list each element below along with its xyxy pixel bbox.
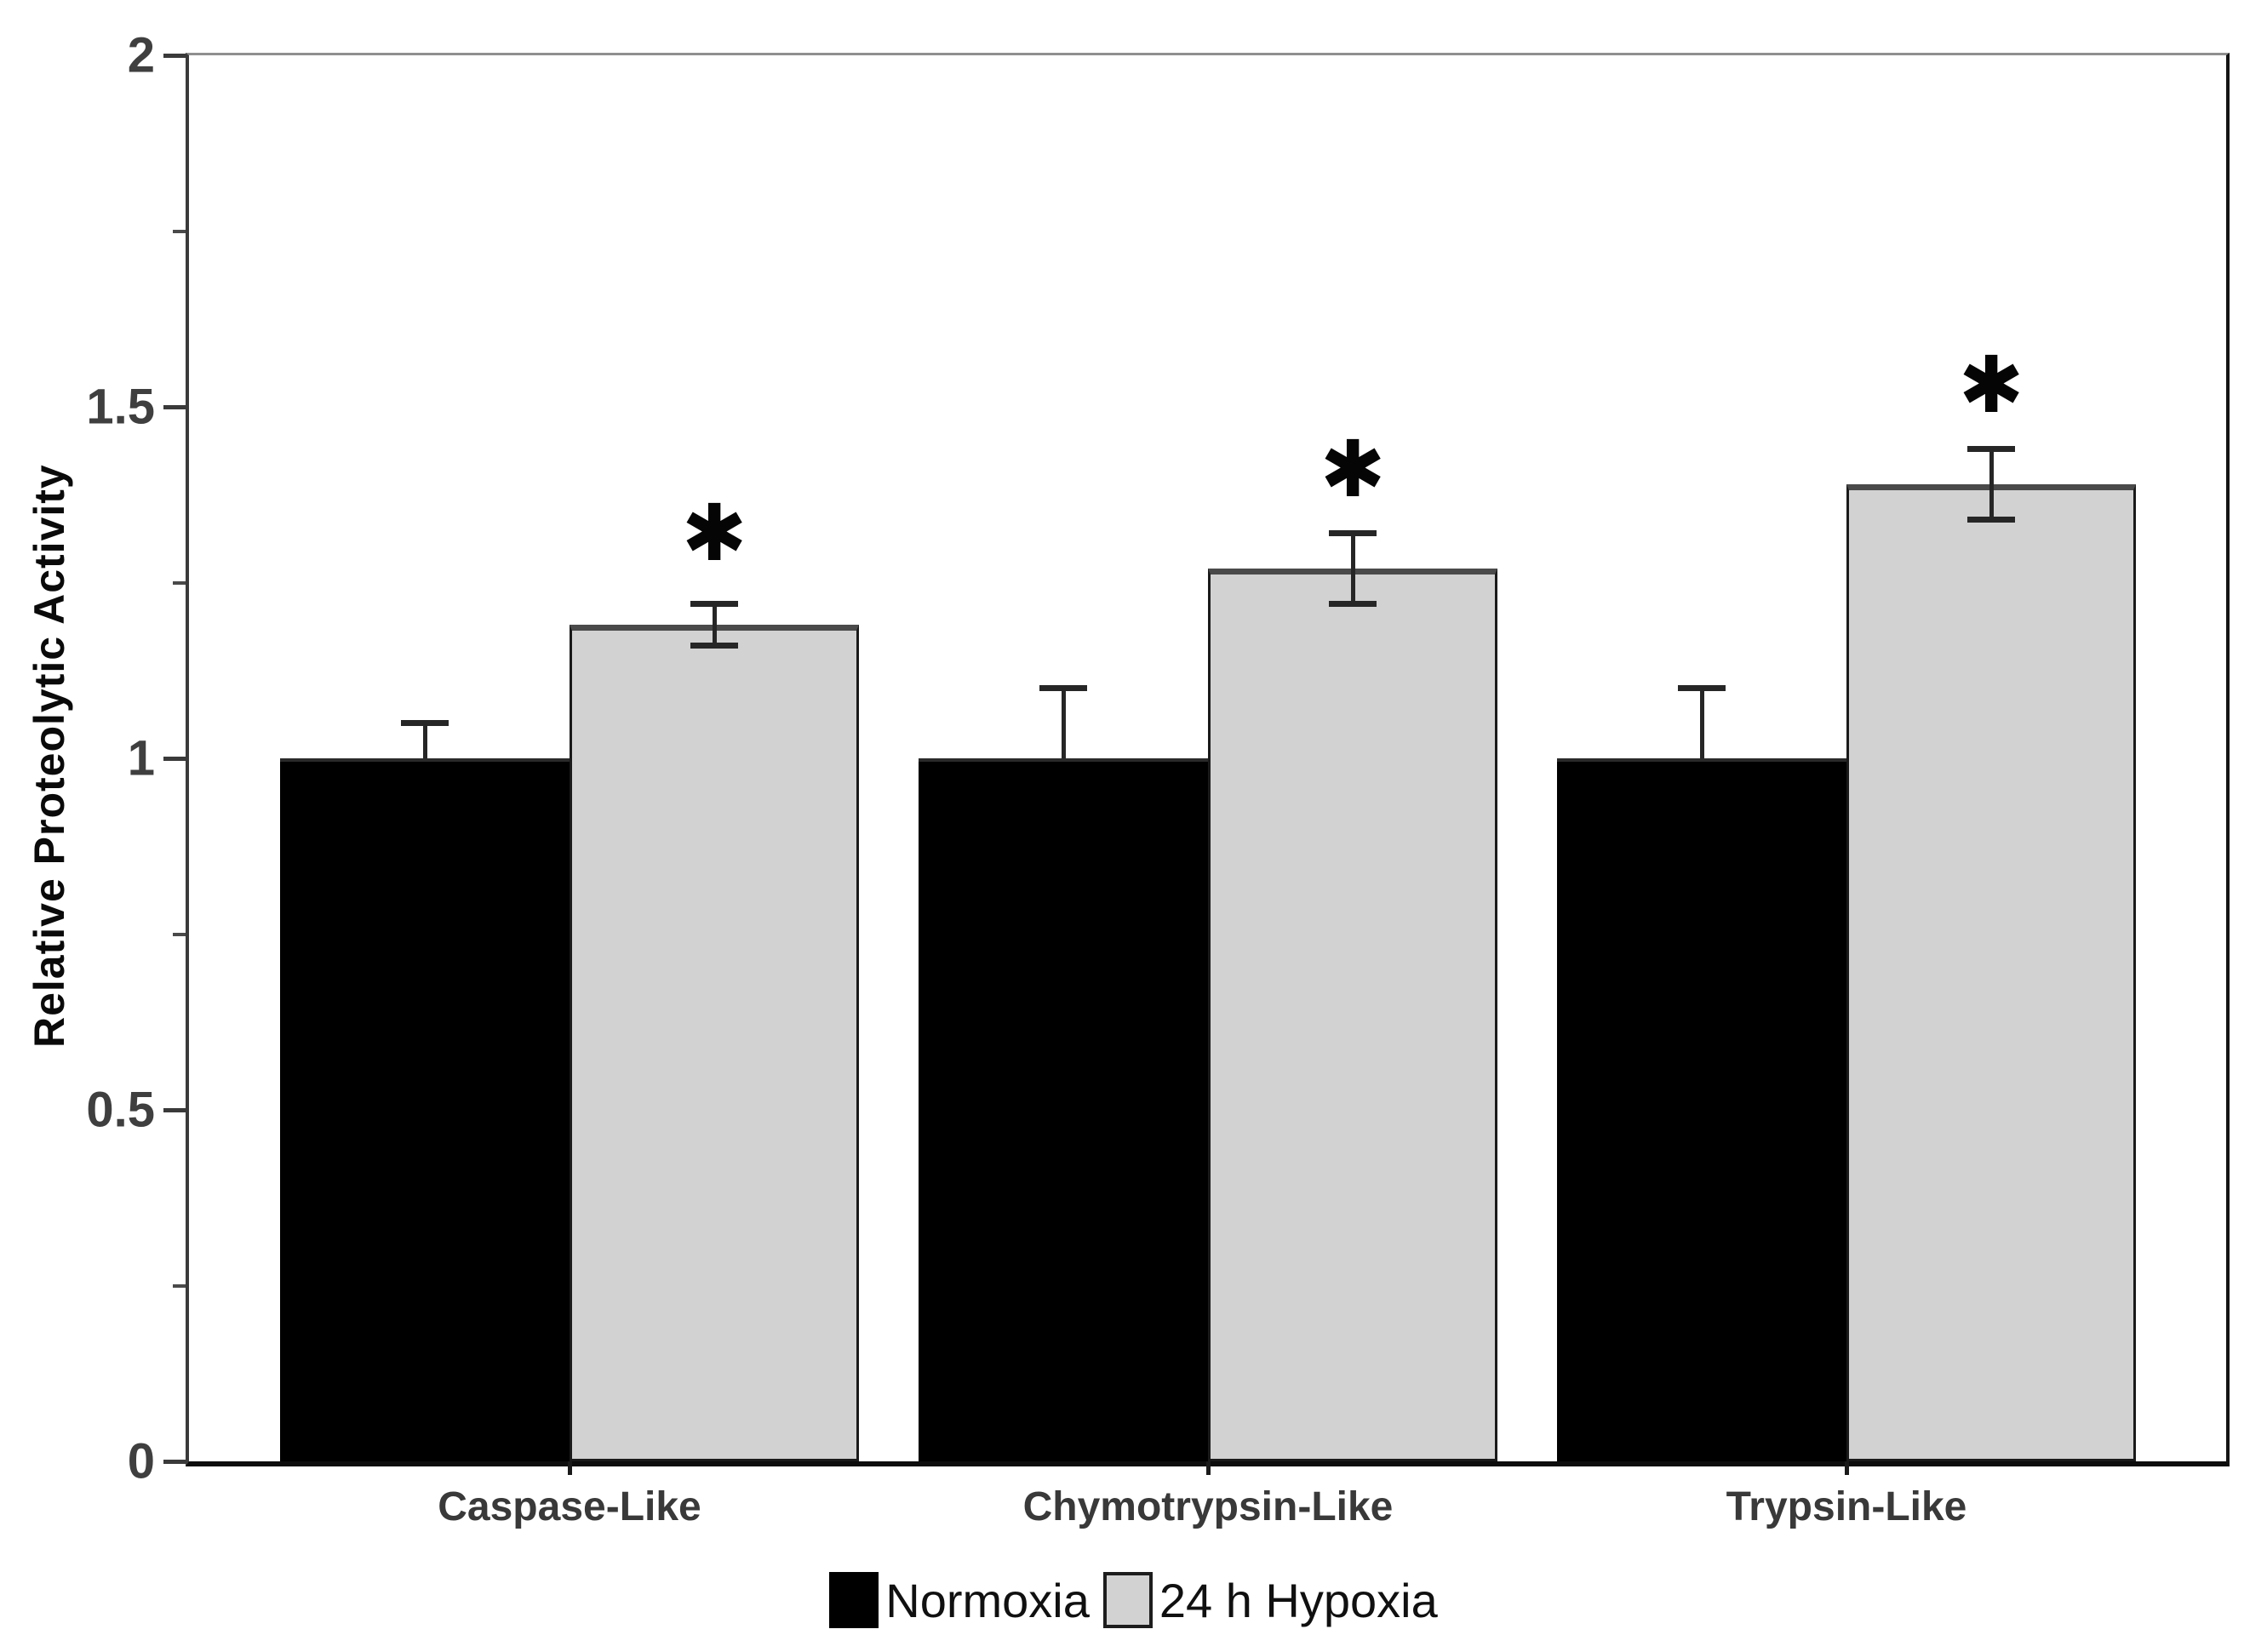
error-bar-normoxia-chymotrypsin-like <box>1061 688 1066 758</box>
bar-normoxia-caspase-like <box>280 758 570 1461</box>
error-bar-normoxia-caspase-like <box>422 723 427 758</box>
legend-label-24h-hypoxia: 24 h Hypoxia <box>1159 1573 1438 1627</box>
error-bar-normoxia-trypsin-like <box>1699 688 1704 758</box>
significance-asterisk-trypsin-like: ✱ <box>1958 342 2024 430</box>
x-axis-tick-caspase-like <box>567 1461 572 1475</box>
y-axis-major-tick <box>163 1107 186 1112</box>
error-bar-cap-bottom <box>690 643 738 649</box>
bar-24-h-hypoxia-chymotrypsin-like <box>1208 568 1497 1461</box>
y-axis-title: Relative Proteolytic Activity <box>26 464 73 1048</box>
y-axis-minor-tick <box>173 580 186 585</box>
significance-asterisk-chymotrypsin-like: ✱ <box>1320 426 1386 514</box>
error-bar-cap-top <box>1329 530 1377 537</box>
error-bar-cap-bottom <box>1329 600 1377 607</box>
bar-normoxia-trypsin-like <box>1557 758 1846 1461</box>
y-axis-minor-tick <box>173 932 186 936</box>
y-axis-tick-label: 0 <box>127 1433 155 1489</box>
y-axis-tick-label: 1.5 <box>86 379 155 435</box>
error-bar-24-h-hypoxia-trypsin-like <box>1989 449 1994 520</box>
y-axis-major-tick <box>163 53 186 58</box>
legend-item-normoxia: Normoxia <box>829 1572 1090 1628</box>
plot-area: 0 0.5 1 1.5 2 ✱ Caspase-Like ✱ Chymotrypsin-Like… <box>86 28 2230 1529</box>
category-label-trypsin-like: Trypsin-Like <box>1726 1484 1967 1529</box>
error-bar-cap-top <box>1039 684 1087 691</box>
x-axis-tick-chymotrypsin-like <box>1205 1461 1211 1475</box>
category-label-chymotrypsin-like: Chymotrypsin-Like <box>1022 1484 1394 1529</box>
y-axis-tick-label: 2 <box>127 27 155 83</box>
y-axis-minor-tick <box>173 229 186 233</box>
error-bar-24-h-hypoxia-chymotrypsin-like <box>1350 533 1355 604</box>
y-axis-tick-label: 1 <box>127 730 155 786</box>
legend-swatch-24h-hypoxia <box>1102 1572 1153 1628</box>
y-axis-minor-tick <box>173 1283 186 1288</box>
y-axis-major-tick <box>163 756 186 761</box>
error-bar-cap-top <box>1678 684 1726 691</box>
bar-24-h-hypoxia-trypsin-like <box>1846 483 2136 1461</box>
y-axis-major-tick <box>163 1459 186 1464</box>
error-bar-cap-top <box>401 720 449 727</box>
bar-24-h-hypoxia-caspase-like <box>570 625 859 1461</box>
significance-asterisk-caspase-like: ✱ <box>681 489 747 577</box>
y-axis-tick-label: 0.5 <box>86 1082 155 1138</box>
legend-label-normoxia: Normoxia <box>885 1573 1090 1627</box>
x-axis-tick-trypsin-like <box>1844 1461 1849 1475</box>
error-bar-24-h-hypoxia-caspase-like <box>712 603 717 646</box>
category-label-caspase-like: Caspase-Like <box>438 1484 701 1529</box>
legend-item-24h-hypoxia: 24 h Hypoxia <box>1102 1572 1438 1628</box>
error-bar-cap-bottom <box>1967 516 2015 523</box>
legend-swatch-normoxia <box>829 1572 879 1628</box>
error-bar-cap-top <box>1967 446 2015 453</box>
y-axis-major-tick <box>163 404 186 409</box>
bar-normoxia-chymotrypsin-like <box>919 758 1208 1461</box>
legend: Normoxia 24 h Hypoxia <box>0 1566 2267 1634</box>
error-bar-cap-top <box>690 600 738 607</box>
